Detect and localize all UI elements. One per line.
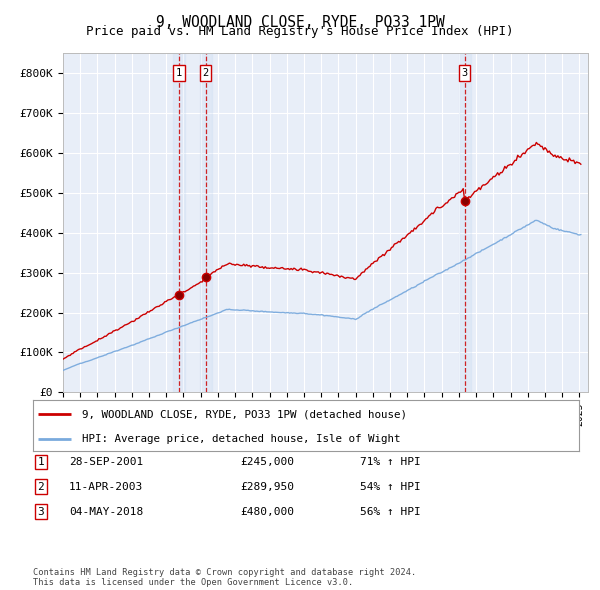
Text: £480,000: £480,000 bbox=[240, 507, 294, 516]
Text: 9, WOODLAND CLOSE, RYDE, PO33 1PW (detached house): 9, WOODLAND CLOSE, RYDE, PO33 1PW (detac… bbox=[82, 409, 407, 419]
Text: 3: 3 bbox=[461, 68, 468, 78]
Text: 56% ↑ HPI: 56% ↑ HPI bbox=[360, 507, 421, 516]
Text: 2: 2 bbox=[202, 68, 209, 78]
Text: 28-SEP-2001: 28-SEP-2001 bbox=[69, 457, 143, 467]
Text: 9, WOODLAND CLOSE, RYDE, PO33 1PW: 9, WOODLAND CLOSE, RYDE, PO33 1PW bbox=[155, 15, 445, 30]
Bar bbox=[199, 53, 212, 392]
Text: 2: 2 bbox=[37, 482, 44, 491]
Text: £289,950: £289,950 bbox=[240, 482, 294, 491]
Text: 54% ↑ HPI: 54% ↑ HPI bbox=[360, 482, 421, 491]
Text: £245,000: £245,000 bbox=[240, 457, 294, 467]
Text: Contains HM Land Registry data © Crown copyright and database right 2024.
This d: Contains HM Land Registry data © Crown c… bbox=[33, 568, 416, 587]
Text: 1: 1 bbox=[37, 457, 44, 467]
Text: Price paid vs. HM Land Registry's House Price Index (HPI): Price paid vs. HM Land Registry's House … bbox=[86, 25, 514, 38]
Bar bbox=[173, 53, 185, 392]
Text: 04-MAY-2018: 04-MAY-2018 bbox=[69, 507, 143, 516]
Text: 1: 1 bbox=[176, 68, 182, 78]
Text: HPI: Average price, detached house, Isle of Wight: HPI: Average price, detached house, Isle… bbox=[82, 434, 401, 444]
Text: 3: 3 bbox=[37, 507, 44, 516]
Text: 71% ↑ HPI: 71% ↑ HPI bbox=[360, 457, 421, 467]
Bar bbox=[459, 53, 471, 392]
Text: 11-APR-2003: 11-APR-2003 bbox=[69, 482, 143, 491]
